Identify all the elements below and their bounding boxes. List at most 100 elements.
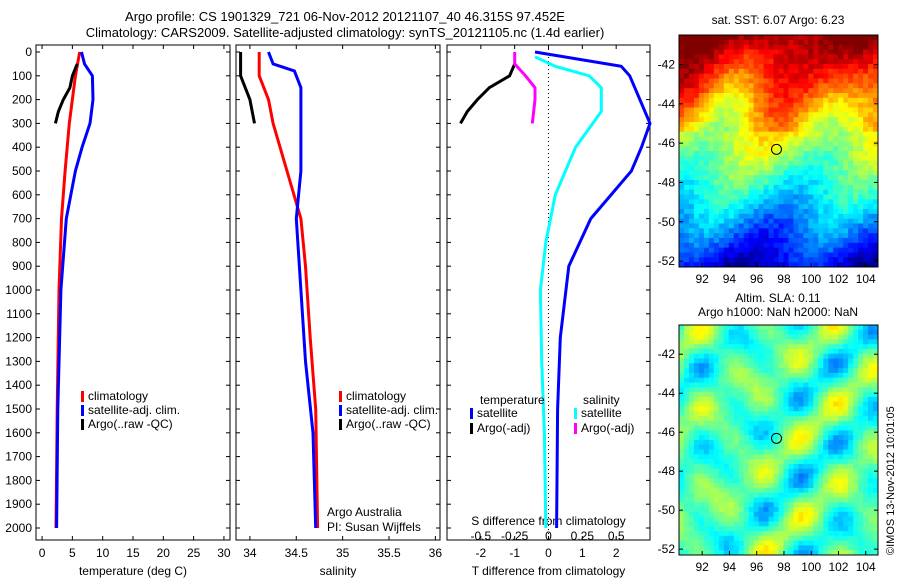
map-cell (838, 78, 844, 84)
map-cell (848, 189, 854, 195)
map-cell (858, 59, 864, 65)
map-cell (693, 377, 700, 383)
map-cell (783, 199, 789, 205)
map-cell (703, 122, 710, 128)
map-cell (798, 117, 804, 123)
map-cell (728, 416, 735, 422)
map-cell (858, 377, 864, 383)
y-tick-label: 1500 (5, 402, 32, 416)
map-cell (728, 502, 735, 508)
map-cell (828, 521, 834, 527)
map-x-tick-label: 98 (777, 272, 791, 286)
map-cell (688, 478, 695, 484)
map-cell (693, 526, 700, 532)
map-cell (783, 247, 789, 253)
map-cell (763, 204, 770, 210)
map-cell (843, 78, 849, 84)
map-cell (698, 478, 705, 484)
map-cell (828, 64, 834, 70)
map-cell (828, 136, 834, 142)
map-x-tick-label: 98 (777, 560, 791, 574)
map-cell (698, 444, 705, 451)
map-cell (813, 540, 819, 546)
map-cell (753, 73, 760, 79)
map-cell (838, 401, 844, 407)
map-cell (708, 545, 715, 551)
map-cell (768, 478, 775, 484)
map-cell (778, 223, 784, 229)
map-cell (778, 348, 784, 355)
map-cell (773, 73, 779, 79)
map-cell (798, 507, 804, 513)
map-cell (738, 252, 745, 258)
map-cell (758, 165, 765, 171)
map-cell (688, 228, 695, 234)
map-cell (858, 107, 864, 113)
map-cell (843, 363, 849, 369)
map-cell (713, 401, 720, 407)
map-cell (803, 242, 809, 249)
map-cell (703, 247, 710, 253)
map-cell (758, 339, 765, 345)
map-cell (733, 502, 740, 508)
map-cell (698, 344, 705, 350)
y-tick-label: 300 (12, 116, 32, 130)
map-cell (718, 146, 725, 152)
map-cell (683, 363, 690, 369)
map-cell (763, 131, 770, 137)
map-cell (703, 204, 710, 210)
map-cell (679, 262, 685, 268)
map-cell (679, 344, 685, 350)
map-cell (833, 487, 839, 494)
map-cell (768, 449, 775, 455)
map-cell (853, 126, 859, 133)
map-cell (833, 401, 839, 407)
map-cell (853, 377, 859, 383)
y-tick-label: 2000 (5, 521, 32, 535)
map-cell (823, 478, 829, 484)
map-cell (713, 141, 720, 147)
map-cell (808, 238, 814, 244)
map-cell (688, 238, 695, 244)
map-cell (708, 155, 715, 162)
map-cell (833, 49, 839, 55)
map-cell (828, 387, 834, 393)
map-cell (868, 377, 874, 383)
map-cell (748, 516, 755, 522)
map-cell (818, 358, 824, 364)
map-cell (753, 449, 760, 455)
map-cell (708, 392, 715, 398)
map-cell (703, 44, 710, 50)
map-cell (703, 73, 710, 79)
map-cell (743, 252, 750, 258)
map-cell (798, 377, 804, 383)
map-cell (818, 59, 824, 65)
title-line-2: Climatology: CARS2009. Satellite-adjuste… (86, 25, 605, 40)
map-cell (763, 165, 770, 171)
map-cell (698, 238, 705, 244)
map-cell (748, 88, 755, 94)
map-cell (808, 502, 814, 508)
map-cell (758, 540, 765, 546)
map-cell (693, 531, 700, 537)
map-cell (863, 35, 869, 41)
map-cell (798, 487, 804, 494)
map-cell (753, 131, 760, 137)
map-cell (833, 88, 839, 94)
map-cell (733, 78, 740, 84)
map-cell (763, 368, 770, 374)
map-cell (763, 78, 770, 84)
map-cell (768, 334, 775, 340)
map-cell (793, 502, 799, 508)
map-cell (763, 44, 770, 50)
map-cell (793, 463, 799, 470)
map-cell (688, 339, 695, 345)
map-cell (778, 78, 784, 84)
map-cell (773, 170, 779, 176)
map-cell (823, 218, 829, 224)
map-cell (823, 242, 829, 249)
map-cell (778, 396, 784, 403)
map-cell (863, 344, 869, 350)
map-cell (679, 155, 685, 162)
map-cell (798, 425, 804, 431)
